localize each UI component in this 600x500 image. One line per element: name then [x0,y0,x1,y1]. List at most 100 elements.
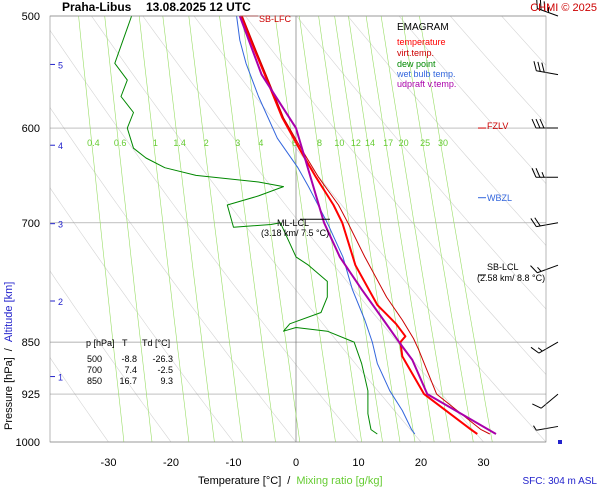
sb-lcl-label: SB-LCL [487,262,519,272]
table-cell: 9.3 [160,376,173,386]
dry-adiabat-line [50,187,234,442]
station-name: Praha-Libus [62,0,132,14]
y-axis-title-pressure: Pressure [hPa] [3,357,15,430]
mixing-ratio-line [162,16,215,442]
mixing-ratio-label: 8 [317,138,322,148]
temperature-tick-label: 20 [415,457,427,469]
table-cell: -8.8 [121,354,137,364]
wind-barb-flag [541,62,545,73]
table-header-td: Td [°C] [142,338,170,348]
mixing-ratio-line [104,16,153,442]
table-header-t: T [122,338,128,348]
altitude-tick-label: 2 [58,297,63,307]
temperature-tick-label: -20 [163,457,179,469]
wind-barb-staff [540,393,559,409]
y-axis-title: Pressure [hPa] / Altitude [km] [3,282,15,430]
dry-adiabat-line [50,270,172,442]
mixing-ratio-line [138,16,190,442]
wind-barb-flag [543,1,546,12]
legend-dew-point: dew point [397,59,436,69]
profile-series [114,15,497,435]
mixing-ratio-line [274,16,336,442]
wind-barb-staff [536,425,559,431]
dry-adiabat-line [50,357,109,442]
mixing-ratio-line [318,16,383,442]
fzlv-label: FZLV [487,121,508,131]
altitude-tick-label: 1 [58,373,63,383]
legend-virt-temp: virt.temp. [397,48,434,58]
temperature-tick-label: 30 [477,457,489,469]
wind-barb [530,217,559,228]
mixing-ratio-label: 3 [235,138,240,148]
mixing-ratio-line [219,16,276,442]
wind-barb-flag [535,168,541,178]
wind-barb [532,393,559,409]
mixing-ratio-line [241,16,301,442]
mixing-ratio-line [419,16,493,442]
series-temperatureline [240,15,478,435]
wind-barb-flag [530,218,537,227]
legend-title: EMAGRAM [397,22,449,33]
table-header-p: p [hPa] [86,338,115,348]
credit: CHMI © 2025 [530,2,597,14]
wbzl-label: WBZL [487,193,512,203]
wind-barb [530,341,559,354]
mixing-ratio-line [348,16,416,442]
dry-adiabat-line [50,29,359,442]
dry-adiabat-line [296,16,546,310]
mixing-ratio-line [78,16,125,442]
mixing-ratio-label: 2 [204,138,209,148]
mixing-ratio-label: 1.4 [173,138,186,148]
wind-barb-flag [535,118,541,129]
table-cell: 700 [87,365,102,375]
temperature-tick-label: -30 [101,457,117,469]
wind-barb [536,0,559,17]
ml-lcl-label: ML-LCL [277,218,309,228]
wind-barb [531,118,558,129]
dry-adiabat-line [50,107,297,442]
data-table: p [hPa] T Td [°C] 500 -8.8 -26.3 700 7.4… [86,338,173,386]
mixing-ratio-label: 14 [365,138,375,148]
pressure-tick-label: 500 [22,11,40,23]
wind-barb [533,425,559,431]
table-cell: 850 [87,376,102,386]
wind-barb-flag [530,265,538,274]
wind-barb-half-flag [537,347,543,352]
x-axis-title: Temperature [°C] / Mixing ratio [g/kg] [198,475,383,487]
wind-barb-flag [530,346,540,354]
wind-barb-half-flag [541,172,545,178]
sb-lcl-info: (2.58 km/ 8.8 °C) [477,273,545,283]
wind-barb-flag [532,403,542,409]
legend-temperature: temperature [397,37,446,47]
legend-updraft: udpraft v.temp. [397,79,456,89]
y-axis-title-sep: / [3,347,15,351]
mixing-ratio-label: 10 [334,138,344,148]
x-axis-title-sep: / [287,475,291,487]
wind-barb-half-flag [537,267,542,272]
temperature-tick-label: 0 [293,457,299,469]
wind-barb [531,168,558,178]
wind-barb-flag [534,217,541,227]
mixing-ratio-lines: 0.4 0.6 1 1.4 2 3 4 6 8 10 12 14 17 20 25 30 [78,16,493,442]
dry-adiabat-line [530,0,600,442]
table-cell: 7.4 [124,365,137,375]
plot-frame [49,15,547,443]
wind-barbs [530,0,562,444]
x-axis-title-mix: Mixing ratio [g/kg] [296,475,382,487]
wind-barb [533,61,559,76]
table-cell: -26.3 [152,354,173,364]
sounding-datetime: 13.08.2025 12 UTC [146,0,251,14]
pressure-tick-label: 700 [22,218,40,230]
ml-lcl-info: (3.18 km/ 7.5 °C) [261,228,329,238]
pressure-tick-label: 850 [22,337,40,349]
dry-adiabat-line [449,16,546,125]
mixing-ratio-group [78,16,493,442]
table-cell: 500 [87,354,102,364]
series-udpraft-v-temp-line [238,15,497,435]
mixing-ratio-label: 12 [351,138,361,148]
y-axis-title-altitude: Altitude [km] [3,282,15,343]
pressure-tick-label: 925 [22,389,40,401]
mixing-ratio-line [401,16,474,442]
x-axis-title-temp: Temperature [°C] [198,475,281,487]
